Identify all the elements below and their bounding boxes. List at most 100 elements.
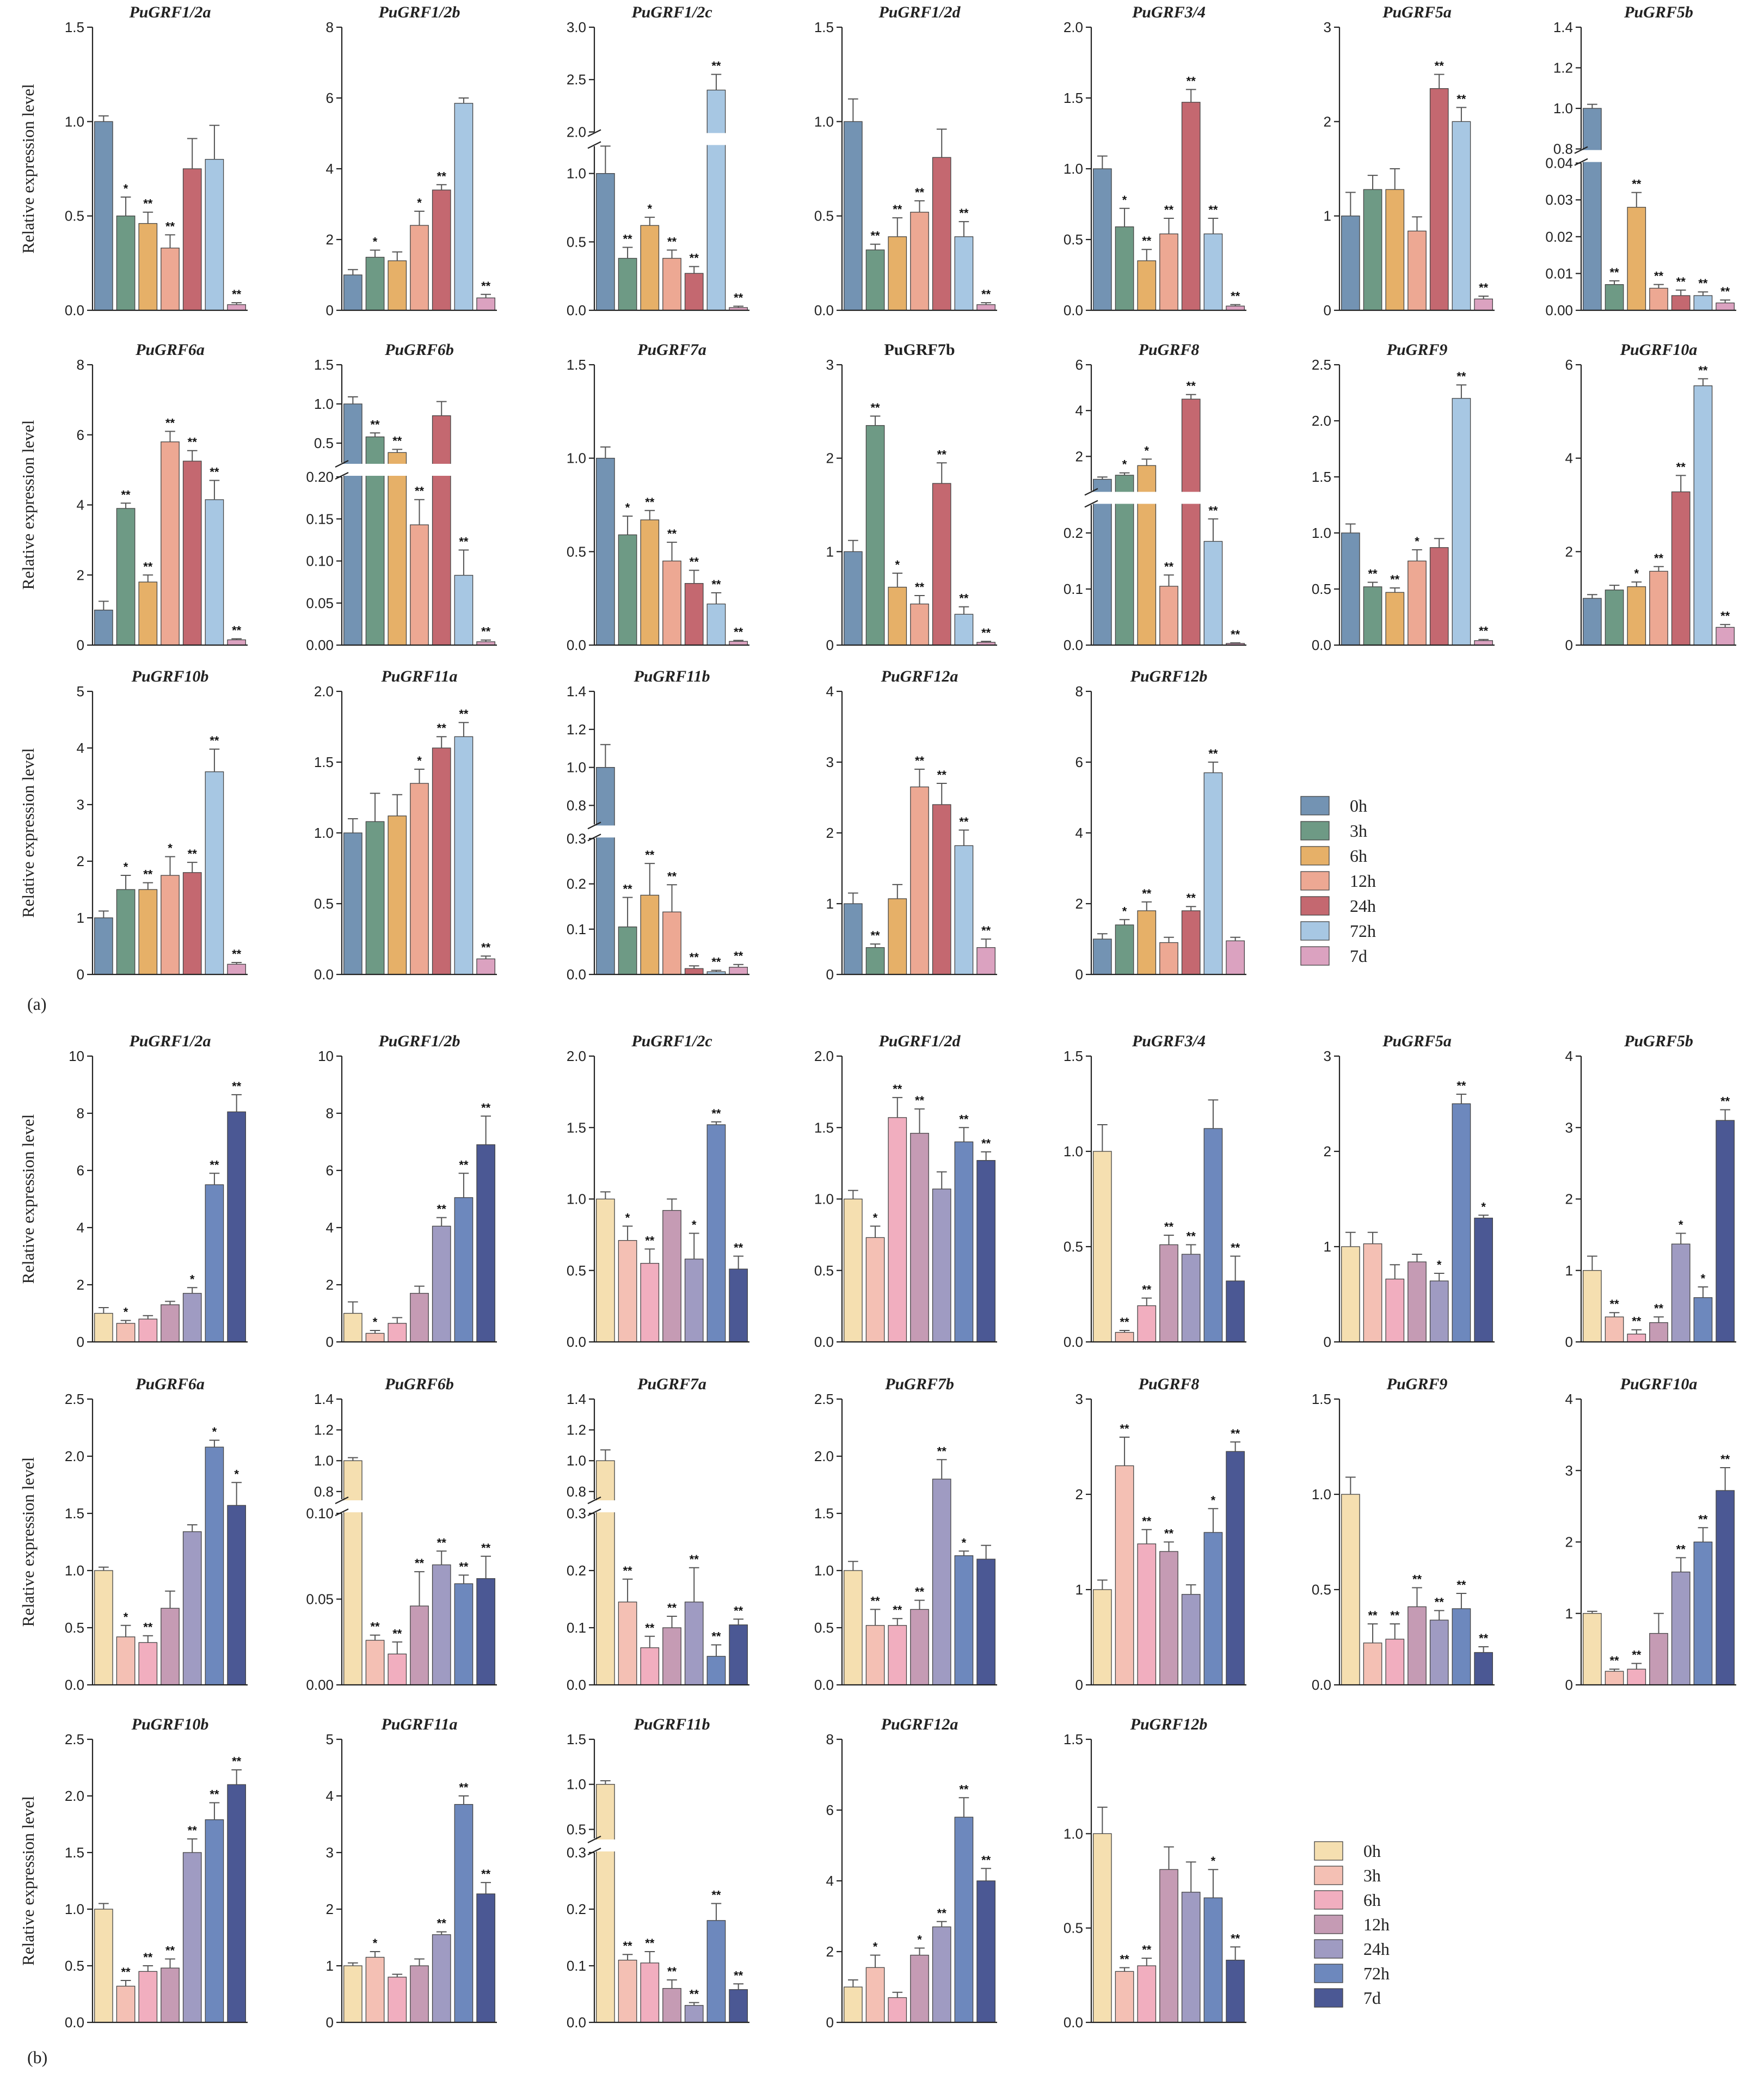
bar <box>865 249 885 311</box>
significance-mark: ** <box>871 929 881 942</box>
bar <box>1341 1494 1360 1685</box>
y-tick-label: 1.4 <box>314 1391 334 1407</box>
significance-mark: ** <box>1720 285 1730 298</box>
bar <box>888 898 907 975</box>
bar <box>1693 295 1713 311</box>
legend-swatch <box>1314 1939 1343 1959</box>
y-tick-label: 0.2 <box>1064 525 1083 541</box>
significance-mark: * <box>190 1272 195 1286</box>
significance-mark: ** <box>392 434 402 448</box>
bar-chart: PuGRF1/2c********0.00.51.01.52.0 <box>567 1032 749 1350</box>
bar <box>343 403 362 646</box>
y-tick-label: 2.0 <box>314 683 334 700</box>
legend-label: 0h <box>1350 796 1367 815</box>
y-tick-label: 0.5 <box>814 1620 834 1636</box>
y-tick-label: 0 <box>1075 966 1083 983</box>
bar <box>684 2005 704 2023</box>
y-tick-label: 4 <box>326 1219 334 1236</box>
chart-title: PuGRF6b <box>384 341 454 359</box>
significance-mark: ** <box>188 847 198 861</box>
bar <box>1203 1128 1223 1342</box>
bar <box>888 1997 907 2023</box>
bar <box>476 1144 495 1342</box>
y-tick-label: 0.05 <box>306 1591 334 1608</box>
significance-mark: ** <box>981 924 991 937</box>
y-tick-label: 0 <box>1565 637 1573 653</box>
bar <box>662 1627 681 1685</box>
y-tick-label: 2.0 <box>567 124 586 140</box>
y-tick-label: 2.5 <box>814 1391 834 1407</box>
y-tick-label: 1 <box>77 910 84 926</box>
y-tick-label: 2 <box>326 1277 334 1293</box>
chart-title: PuGRF3/4 <box>1132 1032 1206 1050</box>
y-tick-label: 0.10 <box>306 553 334 569</box>
y-tick-label: 0.5 <box>314 435 334 451</box>
bar <box>865 425 885 646</box>
bar <box>954 614 974 646</box>
legend-swatch <box>1314 1988 1343 2008</box>
significance-mark: ** <box>143 560 153 573</box>
y-tick-label: 0 <box>77 637 84 653</box>
bar <box>596 767 615 975</box>
y-tick-label: 1.0 <box>65 113 84 130</box>
y-tick-label: 0.5 <box>814 208 834 224</box>
y-tick-label: 2.0 <box>814 1048 834 1064</box>
bar <box>1159 233 1178 311</box>
significance-mark: ** <box>1479 1632 1489 1645</box>
chart-title: PuGRF12b <box>1130 667 1208 685</box>
significance-mark: ** <box>437 1917 447 1930</box>
y-tick-label: 2 <box>1075 1486 1083 1502</box>
significance-mark: ** <box>371 418 380 431</box>
significance-mark: ** <box>734 625 743 639</box>
chart-title: PuGRF11a <box>380 667 457 685</box>
y-tick-label: 1.0 <box>65 1901 84 1917</box>
axis-break-mark <box>335 1508 349 1516</box>
y-tick-label: 10 <box>318 1048 334 1064</box>
significance-mark: ** <box>210 734 219 747</box>
bar <box>1605 1316 1624 1342</box>
significance-mark: * <box>124 1305 128 1319</box>
bar-chart: PuGRF6b ** ** ** ** ** 0.00 0.05 0.10 0.15 0.20 0.5… <box>306 341 498 653</box>
chart-title: PuGRF6b <box>384 1375 454 1393</box>
bar-chart: PuGRF7a ** ** ** ** ** ** 0.0 0.1 0.2 0.3 0.8 1.0 1.2… <box>567 1375 751 1693</box>
y-tick-label: 3 <box>826 754 834 770</box>
y-tick-label: 4 <box>77 1219 84 1236</box>
bar <box>618 1959 637 2023</box>
bar <box>1363 586 1382 646</box>
significance-mark: * <box>873 1211 878 1224</box>
axis-break-mark <box>1084 500 1098 508</box>
y-tick-label: 3 <box>1565 1462 1573 1479</box>
significance-mark: ** <box>667 1965 677 1978</box>
bar <box>1693 1541 1713 1685</box>
y-tick-label: 0.2 <box>567 1562 586 1579</box>
bar <box>116 508 136 646</box>
y-tick-label: 0.5 <box>814 1262 834 1279</box>
significance-mark: ** <box>1187 379 1196 393</box>
significance-mark: ** <box>711 1630 721 1643</box>
bar <box>888 1117 907 1342</box>
bar <box>388 1977 407 2023</box>
y-axis-label: Relative expression level <box>19 420 38 590</box>
bar-chart: PuGRF1/2d*********0.00.51.01.52.0 <box>814 1032 997 1350</box>
bar <box>706 1920 726 2023</box>
bar <box>684 583 704 646</box>
y-axis-label: Relative expression level <box>19 1457 38 1627</box>
significance-mark: ** <box>1187 891 1196 905</box>
bar <box>662 257 681 311</box>
bar <box>138 581 158 646</box>
bar <box>388 1653 407 1685</box>
legend-label: 6h <box>1350 846 1367 866</box>
y-tick-label: 1.0 <box>1312 1486 1331 1502</box>
bar-chart: PuGRF6a ** ** ** ** ** ** 0 2 4 6 8 <box>77 341 248 653</box>
bar <box>865 947 885 975</box>
significance-mark: ** <box>437 169 447 183</box>
y-tick-label: 0.5 <box>1064 231 1083 248</box>
significance-mark: ** <box>1231 1241 1240 1255</box>
bar <box>1429 88 1449 311</box>
bar <box>1363 1642 1382 1685</box>
y-tick-label: 2 <box>1565 1191 1573 1207</box>
